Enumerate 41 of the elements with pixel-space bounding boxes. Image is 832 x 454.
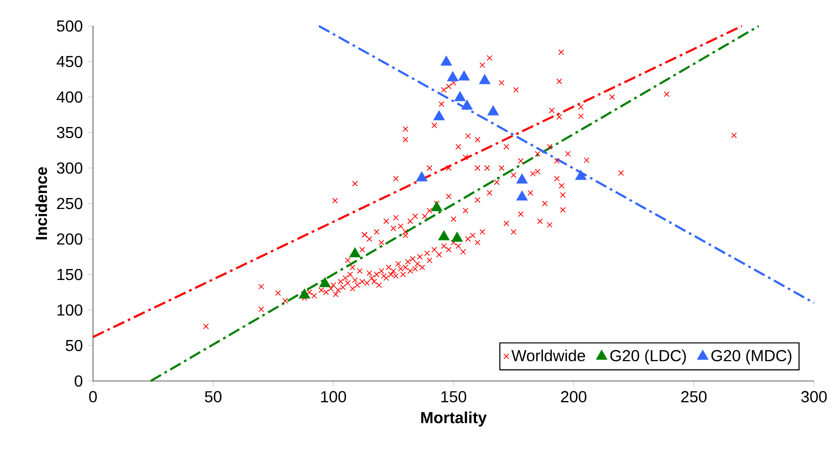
y-tick-label: 0 [74, 375, 82, 387]
point [431, 201, 442, 212]
y-tick-label: 50 [66, 340, 82, 352]
x-tick-label: 0 [89, 391, 97, 402]
point [516, 174, 528, 184]
y-tick-label: 450 [56, 56, 82, 68]
y-tick-label: 100 [57, 304, 82, 316]
x-tick-label: 300 [801, 391, 827, 402]
point [516, 190, 528, 201]
point [319, 277, 331, 288]
point [433, 110, 445, 120]
x-tick-label: 200 [561, 391, 586, 402]
point [349, 248, 361, 258]
point [298, 288, 310, 298]
x-tick-label: 150 [441, 391, 466, 402]
x-axis-title: Mortality [421, 412, 487, 426]
legend-label: G20 (MDC) [711, 350, 792, 364]
y-tick-label: 200 [57, 233, 82, 245]
point [461, 100, 473, 110]
legend-label: G20 (LDC) [610, 350, 686, 364]
y-tick-label: 150 [57, 268, 82, 280]
y-tick-label: 500 [56, 20, 82, 32]
x-tick-label: 100 [321, 391, 346, 402]
x-tick-label: 50 [204, 391, 222, 402]
x-tick-label: 250 [681, 391, 707, 402]
point [452, 232, 463, 242]
y-axis-title: Incidence [35, 167, 48, 240]
point [416, 172, 428, 182]
point [488, 106, 499, 116]
point [438, 230, 450, 240]
y-tick-label: 400 [56, 91, 82, 103]
y-tick-label: 250 [57, 198, 82, 210]
point [479, 74, 490, 84]
y-tick-label: 350 [56, 126, 82, 138]
point [447, 71, 458, 82]
point [458, 70, 470, 81]
legend-label: Worldwide [511, 350, 586, 362]
point [575, 170, 586, 180]
point [440, 56, 452, 66]
point [454, 91, 466, 102]
y-tick-label: 300 [56, 162, 82, 174]
